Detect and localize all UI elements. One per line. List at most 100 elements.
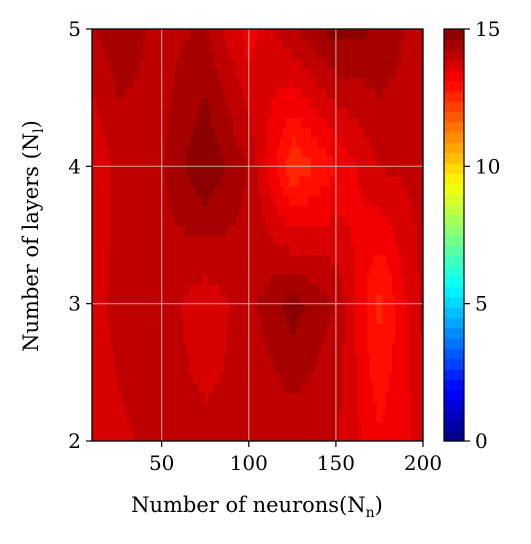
contour-cell	[121, 362, 125, 373]
contour-cell	[370, 382, 374, 393]
contour-cell	[376, 362, 381, 373]
contour-cell	[382, 68, 387, 79]
contour-cell	[139, 342, 144, 354]
contour-cell	[186, 205, 191, 216]
contour-cell	[97, 38, 101, 50]
contour-cell	[273, 274, 278, 285]
contour-cell	[248, 293, 253, 305]
contour-cell	[177, 235, 181, 246]
contour-cell	[326, 205, 331, 216]
contour-cell	[230, 303, 234, 315]
contour-cell	[301, 48, 306, 60]
contour-cell	[248, 97, 253, 109]
contour-cell	[370, 127, 374, 138]
contour-cell	[323, 68, 328, 79]
contour-cell	[114, 146, 117, 158]
contour-cell	[320, 48, 325, 60]
contour-cell	[143, 97, 147, 109]
contour-cell	[404, 78, 409, 89]
contour-cell	[342, 156, 346, 167]
contour-cell	[357, 29, 362, 40]
contour-cell	[367, 352, 371, 364]
contour-cell	[367, 68, 371, 79]
contour-cell	[99, 117, 102, 128]
contour-cell	[363, 185, 368, 197]
colorbar-tick-label: 15	[475, 17, 500, 41]
contour-cell	[177, 185, 181, 197]
contour-cell	[379, 333, 384, 344]
contour-cell	[133, 185, 138, 197]
contour-cell	[276, 244, 281, 256]
contour-cell	[326, 372, 331, 383]
contour-cell	[214, 195, 219, 207]
contour-cell	[301, 313, 306, 324]
contour-cell	[149, 303, 153, 315]
contour-cell	[407, 225, 412, 236]
contour-cell	[183, 235, 188, 246]
contour-cell	[270, 87, 275, 99]
contour-cell	[298, 176, 303, 187]
contour-cell	[395, 176, 399, 187]
contour-cell	[367, 313, 371, 324]
contour-cell	[133, 342, 138, 354]
contour-cell	[139, 372, 144, 383]
contour-cell	[367, 254, 371, 266]
contour-cell	[174, 97, 178, 109]
contour-cell	[236, 58, 241, 69]
contour-cell	[370, 58, 374, 69]
contour-cell	[177, 323, 181, 334]
contour-cell	[370, 87, 374, 99]
contour-cell	[332, 274, 337, 285]
contour-cell	[171, 107, 175, 118]
contour-cell	[161, 78, 166, 89]
contour-cell	[127, 284, 132, 295]
contour-cell	[273, 372, 278, 383]
contour-cell	[101, 352, 104, 364]
contour-cell	[264, 166, 269, 177]
contour-cell	[419, 225, 423, 236]
contour-cell	[283, 421, 287, 432]
contour-cell	[155, 372, 160, 383]
contour-cell	[116, 29, 119, 40]
contour-cell	[273, 284, 278, 295]
contour-cell	[317, 107, 321, 118]
contour-cell	[220, 411, 225, 422]
contour-cell	[133, 391, 138, 403]
contour-cell	[177, 401, 181, 413]
contour-cell	[171, 284, 175, 295]
contour-cell	[93, 166, 97, 177]
contour-cell	[317, 38, 321, 50]
contour-cell	[93, 401, 97, 413]
contour-cell	[348, 97, 353, 109]
contour-cell	[220, 205, 225, 216]
contour-cell	[255, 333, 259, 344]
contour-cell	[171, 411, 175, 422]
contour-cell	[348, 293, 353, 305]
contour-cell	[379, 372, 384, 383]
contour-cell	[279, 107, 284, 118]
contour-cell	[105, 401, 108, 413]
contour-cell	[367, 156, 371, 167]
contour-cell	[248, 117, 253, 128]
contour-cell	[143, 185, 147, 197]
contour-cell	[114, 421, 117, 432]
contour-cell	[295, 29, 300, 40]
contour-cell	[95, 264, 99, 275]
contour-cell	[360, 127, 365, 138]
contour-cell	[264, 127, 269, 138]
contour-cell	[208, 127, 213, 138]
contour-cell	[314, 48, 318, 60]
contour-cell	[97, 421, 101, 432]
contour-cell	[335, 29, 340, 40]
contour-cell	[401, 293, 405, 305]
contour-cell	[114, 382, 117, 393]
contour-cell	[304, 431, 309, 441]
contour-cell	[146, 362, 150, 373]
contour-cell	[373, 136, 377, 148]
contour-cell	[404, 342, 409, 354]
contour-cell	[283, 215, 287, 226]
contour-cell	[103, 107, 106, 118]
contour-cell	[116, 411, 119, 422]
contour-cell	[189, 342, 194, 354]
contour-cell	[92, 401, 95, 413]
